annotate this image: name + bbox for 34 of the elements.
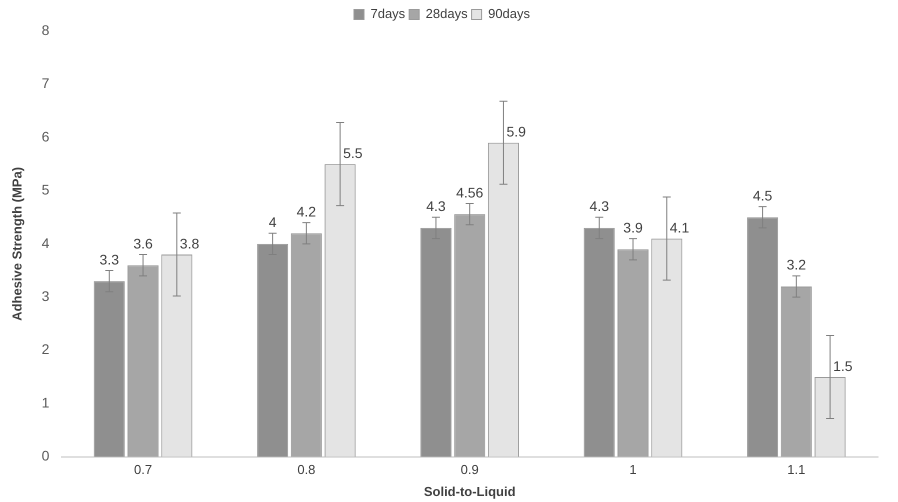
data-label: 1.5 [833, 358, 853, 374]
data-label: 4.2 [296, 203, 316, 220]
y-tick-label: 4 [42, 234, 50, 251]
y-tick-label: 1 [42, 394, 50, 410]
y-tick-label: 5 [42, 182, 50, 198]
legend-label: 90days [488, 6, 531, 22]
data-label: 4.56 [456, 184, 484, 200]
x-tick-label: 0.7 [134, 462, 152, 478]
data-label: 4.3 [426, 198, 446, 214]
x-tick-label: 1.1 [787, 462, 806, 478]
data-label: 4.3 [590, 198, 610, 214]
y-tick-label: 2 [42, 341, 50, 358]
legend-label: 7days [370, 6, 406, 22]
data-label: 4.5 [752, 188, 773, 204]
data-label: 3.8 [180, 235, 200, 252]
y-tick-label: 6 [42, 128, 50, 144]
data-label: 4.1 [670, 219, 690, 236]
y-tick-label: 0 [42, 448, 50, 464]
x-tick-label: 1 [629, 462, 637, 478]
data-label: 5.5 [343, 144, 363, 161]
data-label: 3.3 [100, 251, 120, 268]
data-label: 3.6 [133, 235, 153, 252]
data-label: 3.9 [623, 219, 643, 236]
data-label: 3.2 [786, 256, 806, 273]
data-label: 5.9 [506, 124, 526, 140]
y-tick-label: 8 [42, 22, 50, 38]
y-tick-label: 3 [42, 288, 50, 304]
y-axis-title: Adhesive Strength (MPa) [9, 166, 24, 321]
x-tick-label: 0.8 [297, 462, 316, 478]
x-axis-title: Solid-to-Liquid [424, 484, 516, 499]
x-tick-label: 0.9 [460, 462, 479, 478]
y-tick-label: 7 [42, 75, 50, 92]
legend-label: 28days [426, 6, 468, 22]
data-label: 4 [268, 214, 277, 230]
